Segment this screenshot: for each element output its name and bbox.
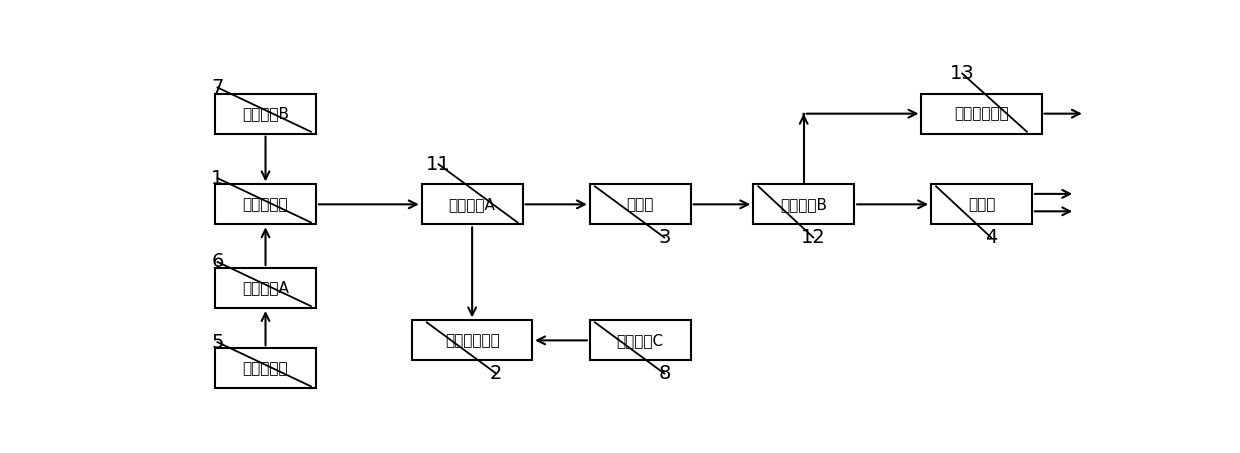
Bar — [921, 94, 1042, 134]
Text: 整流器: 整流器 — [967, 197, 996, 212]
Text: 4: 4 — [985, 228, 997, 247]
Text: 5: 5 — [211, 333, 223, 352]
Text: 控制开关A: 控制开关A — [242, 280, 289, 295]
Text: 11: 11 — [427, 155, 451, 174]
Text: 控制开关B: 控制开关B — [242, 106, 289, 121]
Bar — [215, 348, 316, 388]
Bar — [931, 184, 1032, 224]
Text: 并联电容器组: 并联电容器组 — [445, 333, 500, 348]
Text: 双掷开关A: 双掷开关A — [449, 197, 496, 212]
Text: 双掷开关B: 双掷开关B — [780, 197, 827, 212]
Bar — [215, 268, 316, 308]
Text: 8: 8 — [658, 364, 671, 383]
Text: 3: 3 — [658, 228, 671, 247]
Text: 12: 12 — [801, 228, 826, 247]
Text: 控制开关C: 控制开关C — [616, 333, 663, 348]
Bar — [753, 184, 854, 224]
Text: 串联电感组: 串联电感组 — [243, 197, 289, 212]
Text: 6: 6 — [211, 252, 223, 271]
Bar — [590, 320, 691, 361]
Bar — [215, 94, 316, 134]
Bar — [215, 184, 316, 224]
Text: 放大器: 放大器 — [626, 197, 653, 212]
Text: 信号传输插口: 信号传输插口 — [954, 106, 1009, 121]
Bar — [412, 320, 532, 361]
Text: 1: 1 — [211, 169, 223, 188]
Text: 13: 13 — [950, 64, 975, 83]
Text: 精密信号源: 精密信号源 — [243, 361, 289, 376]
Bar — [590, 184, 691, 224]
Text: 2: 2 — [490, 364, 502, 383]
Bar — [422, 184, 522, 224]
Text: 7: 7 — [211, 78, 223, 97]
